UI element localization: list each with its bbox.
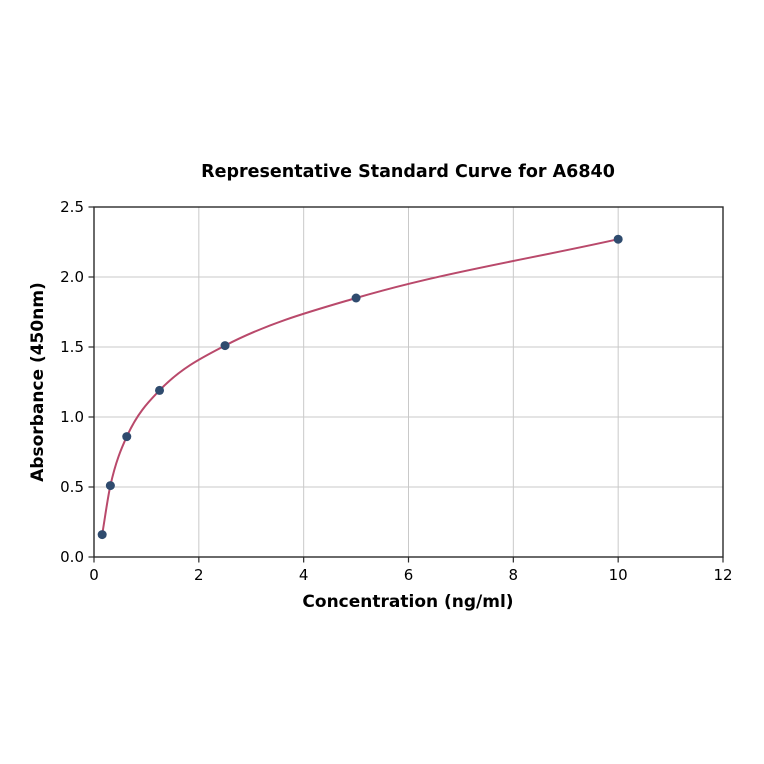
x-tick-label: 12	[713, 566, 732, 584]
y-tick-label: 1.5	[60, 338, 84, 356]
data-point	[220, 341, 230, 351]
x-axis-label: Concentration (ng/ml)	[302, 592, 514, 612]
fitted-curve	[101, 238, 620, 536]
data-point	[105, 481, 115, 491]
x-tick-label: 10	[609, 566, 628, 584]
y-tick-label: 1.0	[60, 408, 84, 426]
y-tick-label: 0.5	[60, 478, 84, 496]
data-point	[351, 293, 361, 303]
x-tick-label: 6	[404, 566, 414, 584]
y-tick-label: 0.0	[60, 548, 84, 566]
y-tick-label: 2.0	[60, 268, 84, 286]
data-point	[613, 234, 623, 244]
x-tick-label: 8	[509, 566, 519, 584]
y-axis-label: Absorbance (450nm)	[28, 282, 48, 482]
chart-title: Representative Standard Curve for A6840	[201, 162, 615, 182]
data-point	[155, 385, 165, 395]
x-tick-label: 0	[89, 566, 99, 584]
data-point	[97, 530, 107, 540]
x-tick-label: 4	[299, 566, 309, 584]
y-tick-label: 2.5	[60, 198, 84, 216]
x-tick-label: 2	[194, 566, 204, 584]
data-point	[122, 432, 132, 442]
